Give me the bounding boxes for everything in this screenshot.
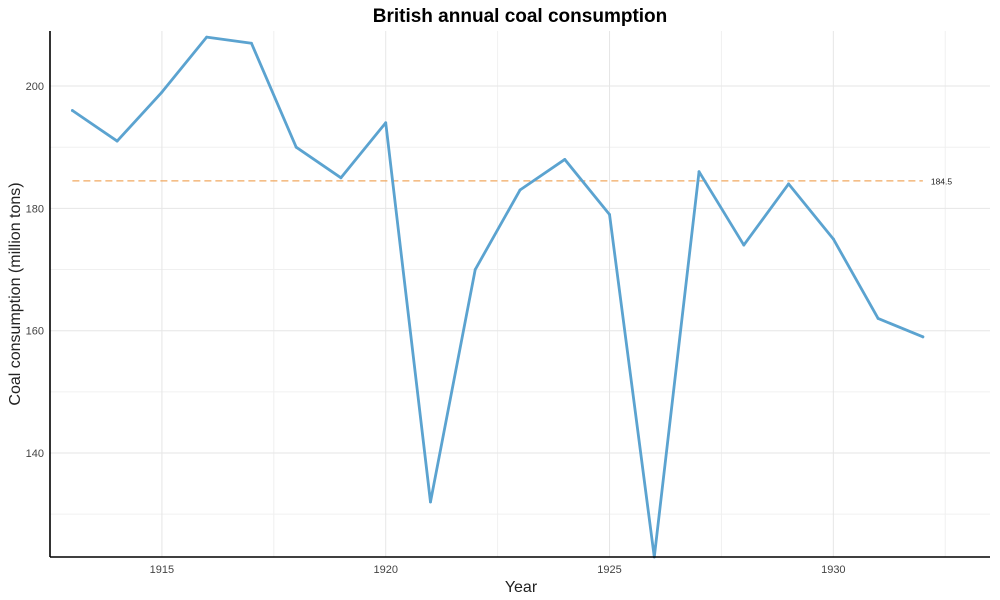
major-gridlines (50, 31, 990, 557)
minor-gridlines (49, 31, 990, 557)
data-point (205, 35, 209, 39)
data-point (608, 213, 611, 216)
x-tick-label: 1915 (150, 564, 174, 576)
x-tick-label: 1920 (373, 564, 397, 576)
chart-title: British annual coal consumption (373, 6, 668, 27)
data-point (115, 139, 119, 143)
y-tick-label: 200 (26, 81, 44, 93)
y-tick-label: 140 (26, 448, 44, 460)
data-point (787, 182, 790, 186)
data-point (876, 317, 880, 320)
series-line (70, 35, 925, 559)
data-point (921, 335, 925, 339)
data-point (250, 41, 253, 45)
data-point (742, 243, 746, 247)
y-tick-labels: 140 160 180 200 (26, 81, 44, 460)
data-point (294, 145, 298, 149)
data-point (339, 176, 343, 180)
data-point (160, 90, 164, 94)
data-point (473, 268, 477, 271)
series-group (70, 35, 925, 559)
data-point (563, 158, 567, 161)
reference-line-group: 184.5 (72, 176, 952, 186)
data-point (831, 237, 835, 241)
y-tick-label: 180 (26, 203, 44, 215)
x-tick-label: 1925 (597, 564, 621, 576)
data-point (518, 188, 522, 192)
y-axis-label: Coal consumption (million tons) (7, 182, 24, 405)
x-axis-label: Year (505, 579, 538, 596)
data-point (384, 121, 388, 125)
reference-line-label: 184.5 (931, 176, 953, 186)
x-tick-labels: 1915 1920 1925 1930 (150, 564, 846, 576)
data-point (697, 170, 701, 174)
y-tick-label: 160 (26, 326, 44, 338)
data-point (429, 500, 432, 504)
x-tick-label: 1930 (821, 564, 845, 576)
data-point (70, 109, 74, 112)
